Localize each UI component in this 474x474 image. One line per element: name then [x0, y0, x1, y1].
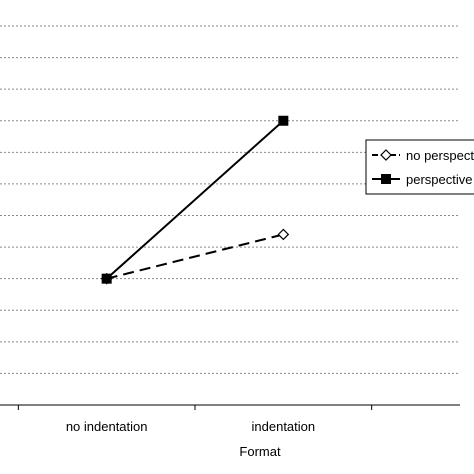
legend-label: no perspective	[406, 148, 474, 163]
data-point	[277, 228, 290, 241]
series-layer	[100, 115, 290, 285]
x-category-label: indentation	[252, 419, 316, 434]
data-point	[101, 273, 112, 284]
series-line	[106, 233, 284, 280]
series-0	[100, 228, 290, 285]
x-axis-title: Format	[239, 444, 281, 459]
legend-box	[365, 139, 474, 195]
legend: no perspective perspective	[365, 139, 474, 195]
series-line	[106, 120, 284, 280]
x-axis-category-labels: no indentation indentation	[66, 419, 315, 434]
legend-label: perspective	[406, 172, 472, 187]
grid-lines	[0, 25, 460, 374]
x-axis-ticks	[17, 405, 373, 410]
x-category-label: no indentation	[66, 419, 148, 434]
legend-marker	[380, 149, 392, 161]
legend-marker	[381, 174, 391, 184]
data-point	[278, 115, 289, 126]
legend-item: perspective	[372, 172, 472, 187]
series-1	[101, 115, 289, 284]
legend-item: no perspective	[372, 148, 474, 163]
